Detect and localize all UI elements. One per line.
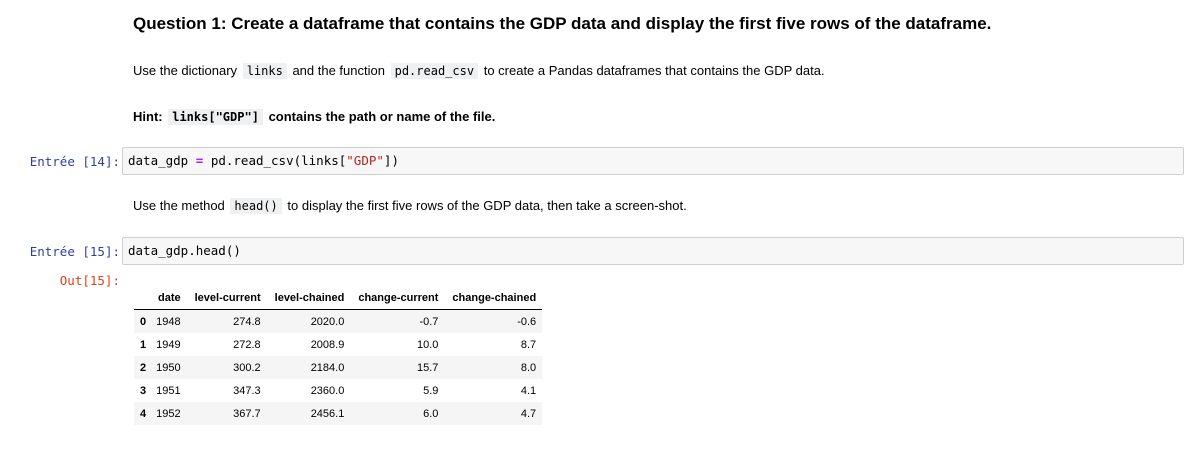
cell-change-chained: 8.0 (520, 361, 537, 374)
hint-text: Hint: links["GDP"] contains the path or … (133, 109, 496, 125)
cell-level-chained: 2008.9 (310, 338, 345, 351)
row-index: 2 (140, 361, 147, 374)
row-index: 0 (140, 315, 147, 328)
column-header-change-chained: change-chained (444, 287, 543, 310)
row-index: 4 (140, 407, 147, 420)
instruction-part-3: to create a Pandas dataframes that conta… (483, 63, 825, 78)
instruction-text: Use the dictionary links and the functio… (133, 63, 825, 79)
inline-code-links: links (242, 63, 287, 79)
instruction-part-1: Use the dictionary (133, 63, 238, 78)
code-string: "GDP" (346, 153, 384, 168)
column-header-level-current: level-current (186, 287, 267, 310)
table-row: 3 1951 347.3 2360.0 5.9 4.1 (134, 379, 542, 402)
cell-change-current: 10.0 (417, 338, 439, 351)
row-index: 3 (140, 384, 147, 397)
method-instruction-text: Use the method head() to display the fir… (133, 198, 687, 214)
hint-label: Hint: (133, 109, 163, 124)
table-row: 0 1948 274.8 2020.0 -0.7 -0.6 (134, 309, 543, 333)
cell-date: 1948 (156, 315, 181, 328)
code-var: data_gdp (128, 153, 189, 168)
cell-14-code-editor[interactable]: data_gdp = pd.read_csv(links["GDP"]) (122, 147, 1184, 175)
dataframe-output-table: date level-current level-chained change-… (134, 287, 543, 425)
cell-level-current: 274.8 (233, 315, 261, 328)
cell-15-output-prompt: Out[15]: (59, 273, 120, 288)
instruction-part-2: and the function (292, 63, 385, 78)
cell-15-code-editor[interactable]: data_gdp.head() (122, 237, 1184, 265)
cell-level-current: 347.3 (233, 384, 261, 397)
cell-14-prompt: Entrée [14]: (29, 154, 120, 169)
cell-change-current: -0.7 (419, 315, 439, 328)
cell-level-chained: 2020.0 (310, 315, 345, 328)
column-header-level-chained: level-chained (266, 287, 351, 310)
cell-level-current: 272.8 (233, 338, 261, 351)
cell-change-chained: 4.7 (520, 407, 537, 420)
method-part-1: Use the method (133, 198, 225, 213)
cell-date: 1950 (156, 361, 181, 374)
cell-change-current: 15.7 (417, 361, 439, 374)
cell-date: 1949 (156, 338, 181, 351)
cell-date: 1951 (156, 384, 181, 397)
inline-code-head: head() (230, 198, 282, 214)
method-part-2: to display the first five rows of the GD… (287, 198, 687, 213)
table-row: 2 1950 300.2 2184.0 15.7 8.0 (134, 356, 543, 379)
cell-change-current: 5.9 (423, 384, 439, 397)
column-header-change-current: change-current (350, 287, 445, 310)
cell-change-chained: 8.7 (520, 338, 537, 351)
hint-part-2: contains the path or name of the file. (268, 109, 496, 124)
cell-change-current: 6.0 (423, 407, 439, 420)
cell-level-chained: 2456.1 (310, 407, 345, 420)
table-header-row: date level-current level-chained change-… (134, 287, 543, 310)
code-operator: = (195, 153, 204, 168)
inline-code-read-csv: pd.read_csv (390, 63, 479, 79)
table-row: 4 1952 367.7 2456.1 6.0 4.7 (134, 402, 543, 425)
column-header-date: date (150, 287, 187, 310)
question-title: Question 1: Create a dataframe that cont… (133, 14, 992, 33)
cell-level-current: 300.2 (233, 361, 261, 374)
cell-change-chained: 4.1 (520, 384, 537, 397)
cell-change-chained: -0.6 (517, 315, 537, 328)
inline-code-links-gdp: links["GDP"] (168, 109, 263, 125)
cell-level-chained: 2360.0 (310, 384, 345, 397)
cell-level-chained: 2184.0 (310, 361, 345, 374)
index-header (134, 287, 151, 310)
cell-15-prompt: Entrée [15]: (29, 244, 120, 259)
code-close: ]) (383, 153, 399, 168)
cell-level-current: 367.7 (233, 407, 261, 420)
table-row: 1 1949 272.8 2008.9 10.0 8.7 (134, 333, 542, 356)
cell-date: 1952 (156, 407, 181, 420)
row-index: 1 (140, 338, 147, 351)
code-call: pd.read_csv(links[ (210, 153, 347, 168)
